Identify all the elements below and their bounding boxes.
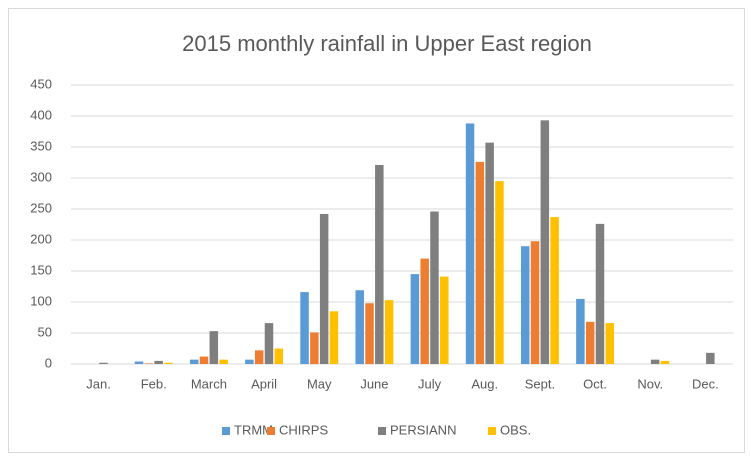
y-tick-label: 150 [30,262,52,277]
bar [154,360,163,364]
bar [310,332,319,364]
bar [300,292,309,364]
x-tick-label: July [418,376,442,391]
bar [706,352,715,364]
bar [144,363,154,364]
bar [540,120,550,364]
x-tick-label: Feb. [141,376,167,391]
bar [264,323,274,364]
bar [209,331,219,364]
bar [520,246,530,364]
y-tick-label: 50 [38,324,52,339]
bar [245,359,254,364]
legend-label: PERSIANN [390,422,456,437]
bar [329,311,339,364]
x-tick-label: May [307,376,332,391]
x-tick-label: Oct. [583,376,607,391]
bar [254,350,264,364]
x-tick-label: Nov. [637,376,663,391]
legend-swatch [378,427,386,435]
bar [595,223,605,364]
bar [384,300,394,364]
y-tick-label: 0 [45,355,52,370]
legend-label: CHIRPS [279,422,328,437]
y-tick-label: 200 [30,231,52,246]
bar [585,321,595,364]
bar [576,298,585,364]
x-tick-label: March [191,376,227,391]
bar [365,303,374,364]
bar [319,213,329,364]
legend-swatch [222,427,230,435]
legend-label: OBS. [500,422,531,437]
y-tick-label: 250 [30,200,52,215]
legend-swatch [267,427,275,435]
y-tick-label: 400 [30,107,52,122]
bar [650,359,660,364]
bar [420,258,429,364]
x-tick-label: Aug. [471,376,498,391]
y-tick-label: 100 [30,293,52,308]
bar [274,348,284,364]
bar [465,123,475,364]
x-tick-label: Jan. [86,376,111,391]
y-tick-label: 450 [30,76,52,91]
x-tick-label: June [360,376,388,391]
y-tick-label: 300 [30,169,52,184]
y-tick-label: 350 [30,138,52,153]
bar [189,359,199,364]
bar [199,356,209,364]
bar [605,323,615,364]
bar [164,362,173,364]
legend-label: TRMM [234,422,273,437]
bar [660,360,670,364]
bar [134,361,144,364]
bar [99,362,108,364]
bar [219,359,228,364]
bar [375,164,384,364]
x-tick-label: Sept. [525,376,555,391]
bar [485,142,494,364]
bar [355,290,364,364]
bar [495,181,504,364]
bar [440,276,449,364]
x-tick-label: April [251,376,277,391]
bar [550,217,559,364]
chart-title: 2015 monthly rainfall in Upper East regi… [182,31,592,56]
bar [530,241,540,364]
bar [410,274,420,364]
bar [430,211,439,364]
x-tick-label: Dec. [692,376,719,391]
legend-swatch [488,427,496,435]
bar [475,161,485,364]
